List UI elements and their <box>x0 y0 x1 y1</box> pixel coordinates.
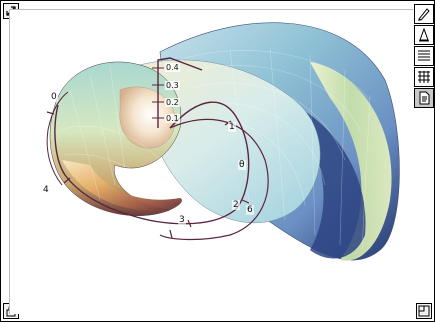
curve-label: 3 <box>178 215 186 225</box>
grid-tool-button[interactable] <box>414 46 434 66</box>
shell-surface <box>46 22 400 261</box>
radial-tick-label: 0.4 <box>165 63 180 72</box>
curve-label: θ <box>238 160 246 170</box>
radial-tick-label: 0.1 <box>165 114 180 123</box>
window-bottom-right-box[interactable] <box>416 303 432 319</box>
curve-label: 0 <box>50 92 58 102</box>
mesh-tool-button[interactable] <box>414 67 434 87</box>
plot-canvas[interactable]: 0.4 0.3 0.2 0.1 0 1 θ 2 3 4 6 <box>9 9 413 314</box>
rotate-tool-button[interactable] <box>414 25 434 45</box>
curve-label: 1 <box>228 122 236 132</box>
zoom-box-icon <box>418 305 430 317</box>
radial-tick-label: 0.3 <box>165 81 180 90</box>
pencil-tool-button[interactable] <box>414 4 434 24</box>
curve-label: 2 <box>232 200 240 210</box>
mesh-icon <box>418 71 430 83</box>
pencil-icon <box>418 8 430 21</box>
info-tool-button[interactable] <box>414 88 434 108</box>
rotate-icon <box>419 27 429 42</box>
curve-label: 4 <box>42 185 50 195</box>
document-icon <box>419 91 430 105</box>
grid-icon <box>418 50 430 61</box>
tool-palette <box>414 4 434 108</box>
curve-label: 6 <box>246 205 254 215</box>
radial-tick-label: 0.2 <box>165 98 180 107</box>
